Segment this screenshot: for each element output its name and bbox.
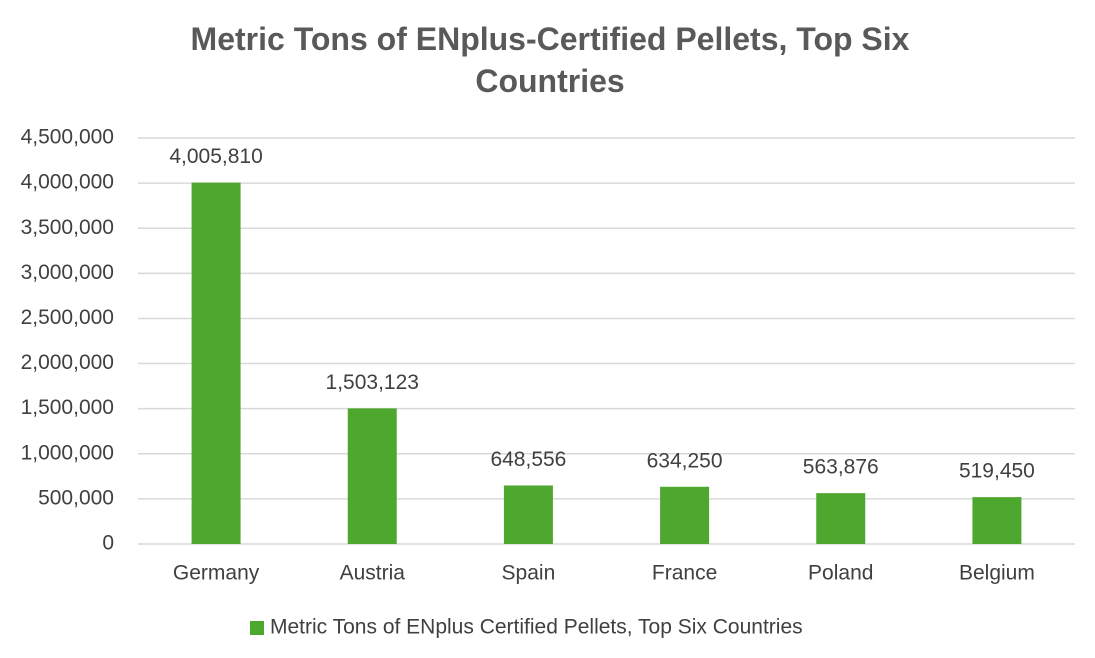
y-tick-label: 0	[102, 532, 114, 555]
data-label: 1,503,123	[326, 371, 419, 394]
chart-title: Metric Tons of ENplus-Certified Pellets,…	[190, 21, 910, 99]
x-tick-label: Belgium	[959, 562, 1035, 585]
bar	[972, 497, 1022, 544]
y-tick-label: 1,500,000	[21, 396, 114, 419]
bar	[660, 486, 710, 544]
y-tick-label: 500,000	[38, 486, 114, 509]
data-label: 563,876	[803, 456, 879, 479]
legend-label: Metric Tons of ENplus Certified Pellets,…	[270, 616, 803, 639]
x-tick-label: Poland	[808, 562, 873, 585]
x-tick-label: France	[652, 562, 717, 585]
y-tick-label: 2,000,000	[21, 351, 114, 374]
y-tick-label: 4,000,000	[21, 171, 114, 194]
x-tick-label: Austria	[340, 562, 406, 585]
data-label: 4,005,810	[169, 145, 262, 168]
data-label: 519,450	[959, 460, 1035, 483]
y-tick-label: 2,500,000	[21, 306, 114, 329]
y-tick-label: 1,000,000	[21, 441, 114, 464]
y-tick-label: 3,500,000	[21, 216, 114, 239]
data-label: 634,250	[647, 449, 723, 472]
x-tick-label: Germany	[173, 562, 260, 585]
bar	[816, 493, 866, 544]
y-tick-label: 3,000,000	[21, 261, 114, 284]
bar	[191, 182, 241, 544]
x-tick-label: Spain	[502, 562, 556, 585]
bar	[503, 485, 553, 544]
legend-swatch	[250, 621, 264, 635]
y-tick-label: 4,500,000	[21, 126, 114, 149]
data-label: 648,556	[490, 448, 566, 471]
bar	[347, 408, 397, 544]
